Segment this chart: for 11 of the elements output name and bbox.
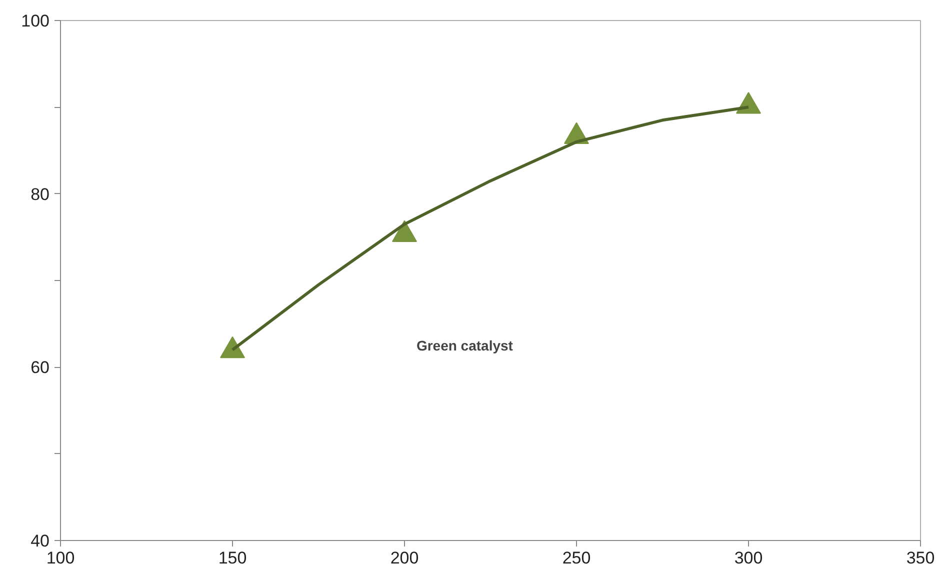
annotation: Green catalyst (416, 337, 514, 354)
y-tick-label: 40 (30, 532, 50, 550)
x-tick-label: 100 (46, 548, 75, 568)
x-tick-label: 350 (906, 548, 935, 568)
y-tick-label: 100 (21, 12, 50, 30)
y-tick-label: 80 (30, 184, 50, 204)
x-tick-label: 150 (218, 548, 247, 568)
y-tick-label: 60 (30, 358, 50, 378)
x-tick-label: 250 (562, 548, 591, 568)
x-tick-label: 200 (390, 548, 419, 568)
x-tick-label: 300 (734, 548, 763, 568)
